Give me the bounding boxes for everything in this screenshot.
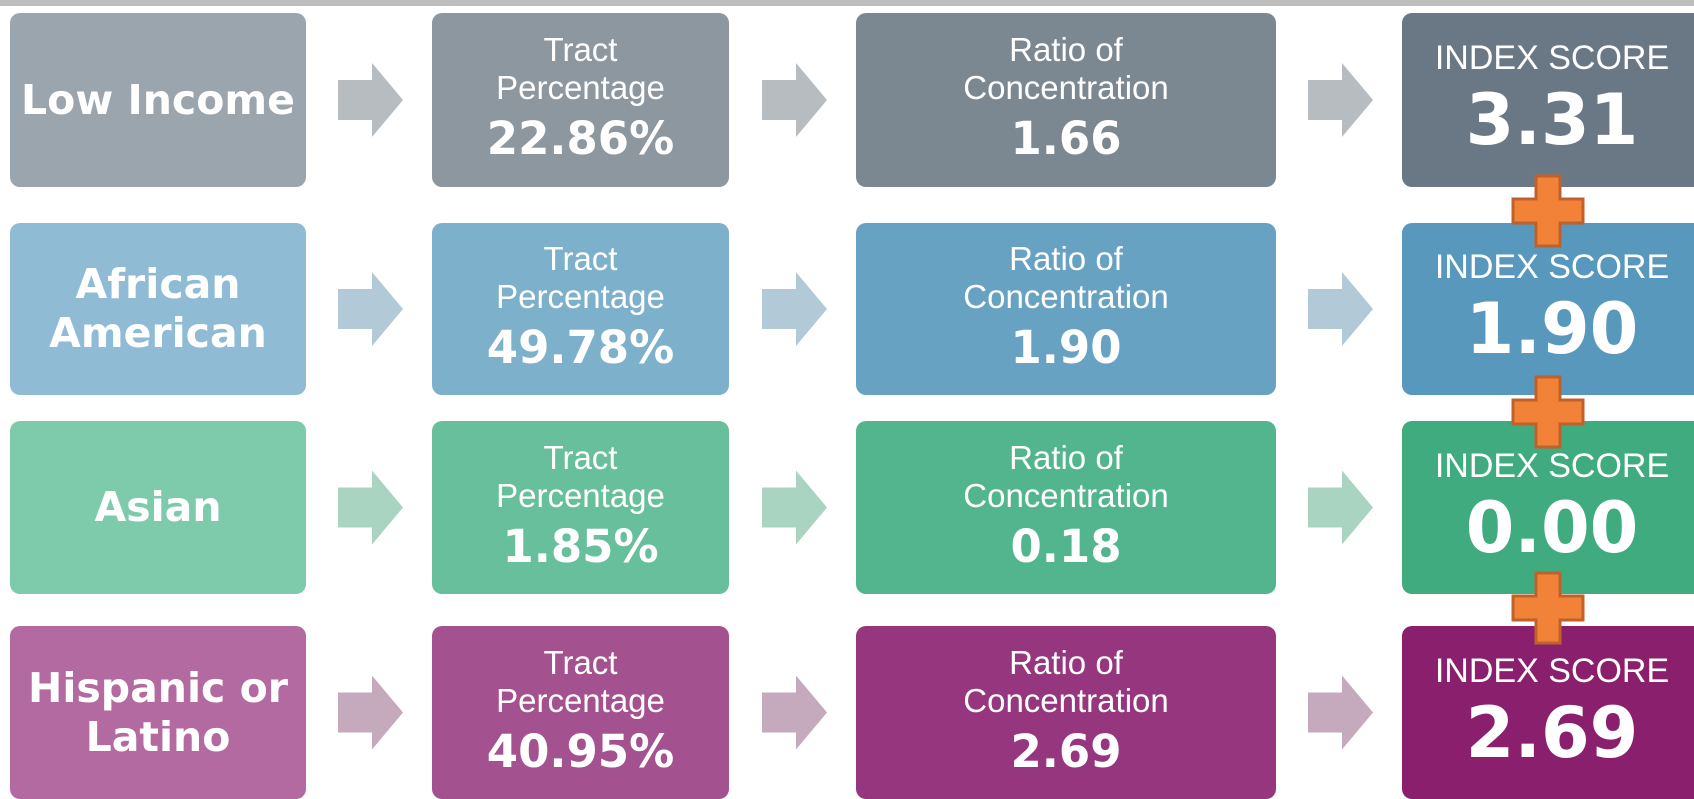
ratio-value: 1.90 bbox=[1010, 321, 1122, 374]
tract-box: Tract Percentage 1.85% bbox=[432, 421, 729, 594]
index-value: 3.31 bbox=[1465, 79, 1639, 161]
ratio-label: Ratio of Concentration bbox=[963, 31, 1169, 106]
arrow bbox=[762, 272, 827, 346]
arrow bbox=[338, 470, 403, 545]
ratio-value: 0.18 bbox=[1010, 519, 1122, 573]
category-box: Hispanic or Latino bbox=[10, 626, 306, 799]
arrow bbox=[762, 675, 827, 750]
ratio-label: Ratio of Concentration bbox=[963, 643, 1169, 719]
index-box: INDEX SCORE 3.31 bbox=[1402, 13, 1694, 187]
index-label: INDEX SCORE bbox=[1434, 446, 1670, 485]
index-label: INDEX SCORE bbox=[1434, 39, 1670, 77]
category-box: African American bbox=[10, 223, 306, 395]
tract-box: Tract Percentage 40.95% bbox=[432, 626, 729, 799]
tract-label: Tract Percentage bbox=[496, 31, 665, 106]
arrow bbox=[338, 63, 403, 137]
arrow bbox=[338, 272, 403, 346]
top-bar bbox=[0, 0, 1694, 6]
index-box: INDEX SCORE 0.00 bbox=[1402, 421, 1694, 594]
index-value: 1.90 bbox=[1465, 288, 1639, 370]
arrow bbox=[1308, 272, 1373, 346]
category-label: Asian bbox=[94, 483, 222, 531]
arrow bbox=[1308, 675, 1373, 750]
tract-label: Tract Percentage bbox=[496, 643, 665, 719]
tract-value: 1.85% bbox=[502, 519, 659, 573]
tract-value: 22.86% bbox=[486, 112, 675, 165]
arrow bbox=[1308, 470, 1373, 545]
category-label: Hispanic or Latino bbox=[28, 663, 288, 761]
ratio-label: Ratio of Concentration bbox=[963, 438, 1169, 514]
tract-label: Tract Percentage bbox=[496, 438, 665, 514]
tract-value: 49.78% bbox=[486, 321, 675, 374]
tract-box: Tract Percentage 49.78% bbox=[432, 223, 729, 395]
index-label: INDEX SCORE bbox=[1434, 651, 1670, 690]
index-value: 2.69 bbox=[1465, 691, 1639, 774]
ratio-value: 2.69 bbox=[1010, 724, 1122, 778]
ratio-box: Ratio of Concentration 1.66 bbox=[856, 13, 1276, 187]
tract-box: Tract Percentage 22.86% bbox=[432, 13, 729, 187]
category-box: Asian bbox=[10, 421, 306, 594]
arrow bbox=[1308, 63, 1373, 137]
arrow bbox=[762, 470, 827, 545]
category-label: African American bbox=[49, 260, 267, 357]
ratio-label: Ratio of Concentration bbox=[963, 240, 1169, 315]
arrow bbox=[338, 675, 403, 750]
index-box: INDEX SCORE 2.69 bbox=[1402, 626, 1694, 799]
category-label: Low Income bbox=[21, 75, 295, 124]
ratio-box: Ratio of Concentration 0.18 bbox=[856, 421, 1276, 594]
ratio-box: Ratio of Concentration 2.69 bbox=[856, 626, 1276, 799]
tract-label: Tract Percentage bbox=[496, 240, 665, 315]
category-box: Low Income bbox=[10, 13, 306, 187]
ratio-value: 1.66 bbox=[1010, 112, 1122, 165]
arrow bbox=[762, 63, 827, 137]
index-label: INDEX SCORE bbox=[1434, 248, 1670, 286]
index-value: 0.00 bbox=[1465, 486, 1639, 569]
ratio-box: Ratio of Concentration 1.90 bbox=[856, 223, 1276, 395]
tract-value: 40.95% bbox=[486, 724, 675, 778]
index-box: INDEX SCORE 1.90 bbox=[1402, 223, 1694, 395]
